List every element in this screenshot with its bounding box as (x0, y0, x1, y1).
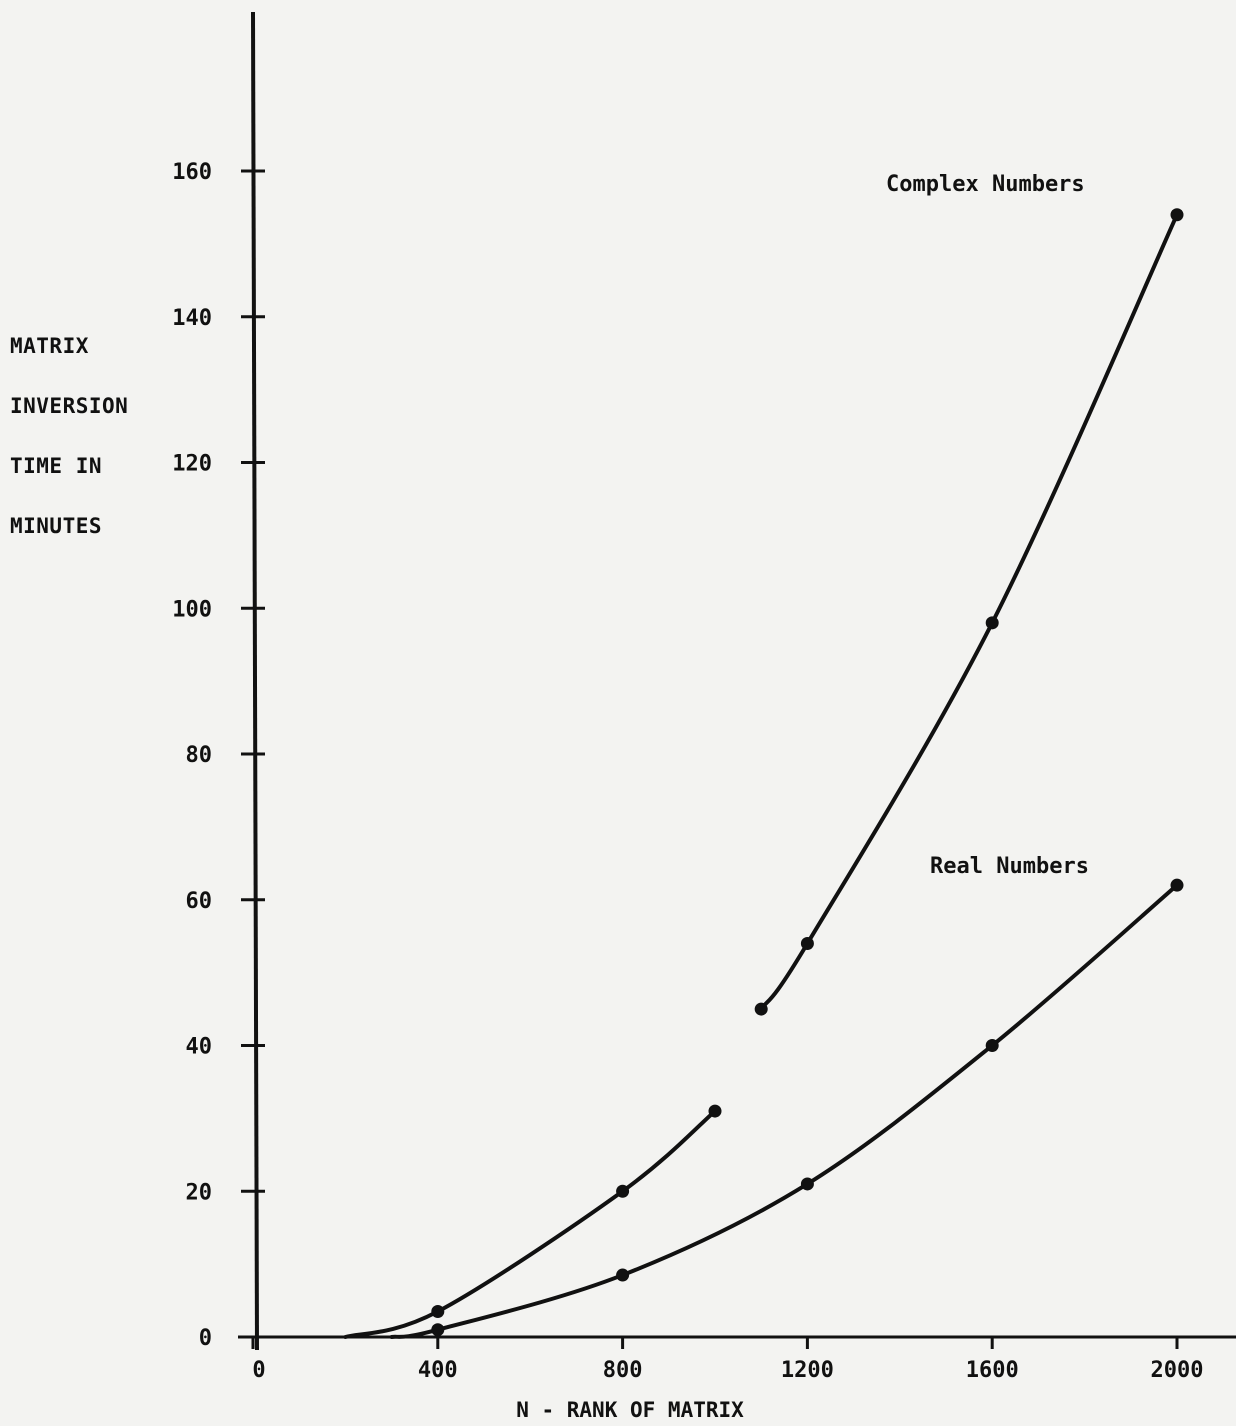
data-point-complex (754, 1002, 768, 1016)
data-point-complex (431, 1304, 445, 1318)
data-point-complex (985, 616, 999, 630)
series-lines (343, 212, 1179, 1339)
x-tick-label: 1200 (781, 1358, 834, 1383)
y-axis-label-line-1: MATRIX (10, 334, 89, 358)
y-tick-label: 120 (172, 452, 212, 477)
data-point-complex (708, 1104, 722, 1118)
series-line-complex-upper (759, 212, 1179, 1012)
y-tick-label: 80 (186, 743, 213, 768)
data-point-real (800, 1177, 814, 1191)
data-point-complex (616, 1184, 630, 1198)
data-point-complex (800, 936, 814, 950)
axes (238, 11, 1236, 1351)
data-point-real (431, 1323, 445, 1337)
y-tick-label: 40 (186, 1035, 213, 1060)
y-axis-label-line-3: TIME IN (10, 454, 103, 478)
x-tick-label: 1600 (966, 1358, 1019, 1383)
y-axis-line (251, 11, 259, 1351)
y-axis-label-line-2: INVERSION (10, 394, 129, 418)
data-point-real (616, 1268, 630, 1282)
x-axis-label: N - RANK OF MATRIX (516, 1398, 744, 1422)
x-tick-label: 400 (418, 1358, 458, 1383)
series-line-complex-lower (343, 1109, 717, 1339)
x-tick-label: 2000 (1151, 1358, 1204, 1383)
y-tick-label: 140 (172, 306, 212, 331)
data-points (431, 208, 1184, 1337)
y-tick-label: 160 (172, 160, 212, 185)
y-tick-label: 0 (199, 1326, 212, 1351)
series-label-complex: Complex Numbers (886, 172, 1085, 197)
y-tick-label: 20 (186, 1180, 213, 1205)
data-point-complex (1170, 208, 1184, 222)
y-tick-label: 60 (186, 889, 213, 914)
x-tick-label: 0 (252, 1358, 265, 1383)
y-axis-label-line-4: MINUTES (10, 514, 103, 538)
x-tick-label: 800 (603, 1358, 643, 1383)
data-point-real (1170, 878, 1184, 892)
series-line-real (389, 883, 1179, 1339)
series-label-real: Real Numbers (930, 854, 1089, 879)
y-tick-label: 100 (172, 597, 212, 622)
data-point-real (985, 1039, 999, 1052)
